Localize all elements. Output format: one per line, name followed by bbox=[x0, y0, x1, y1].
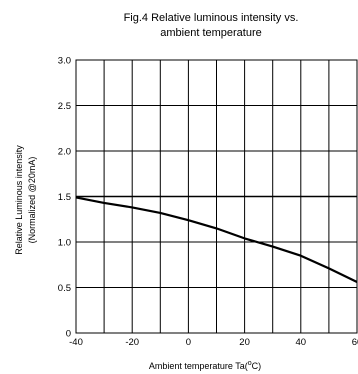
x-tick-label: -20 bbox=[125, 337, 139, 348]
y-axis-label-line2: (Normalized @20mA) bbox=[27, 157, 37, 244]
y-tick-labels: 0 0.5 1.0 1.5 2.0 2.5 3.0 bbox=[58, 56, 71, 340]
series-group bbox=[75, 196, 358, 283]
x-tick-label: 40 bbox=[296, 337, 307, 348]
x-tick-labels: -40 -20 0 20 40 60 bbox=[69, 337, 358, 348]
y-tick-label: 0 bbox=[66, 329, 71, 340]
plot-frame bbox=[75, 59, 358, 334]
y-tick-label: 1.0 bbox=[58, 238, 71, 249]
y-tick-label: 2.5 bbox=[58, 101, 71, 112]
x-axis-label-unit: o bbox=[248, 360, 252, 367]
chart-title-line2: ambient temperature bbox=[160, 27, 262, 39]
x-axis-label: Ambient temperature Ta(oC) bbox=[149, 360, 261, 371]
chart-title-line1: Fig.4 Relative luminous intensity vs. bbox=[124, 12, 299, 24]
x-tick-label: 0 bbox=[186, 337, 191, 348]
y-tick-label: 3.0 bbox=[58, 56, 71, 67]
x-tick-label: 20 bbox=[239, 337, 250, 348]
x-axis-label-suffix: C) bbox=[252, 361, 262, 371]
x-tick-label: 60 bbox=[352, 337, 358, 348]
y-tick-label: 0.5 bbox=[58, 283, 71, 294]
y-tick-label: 2.0 bbox=[58, 147, 71, 158]
y-axis-label-line1: Relative Luminous intensity bbox=[14, 145, 24, 255]
y-tick-label: 1.5 bbox=[58, 192, 71, 203]
x-tick-label: -40 bbox=[69, 337, 83, 348]
series-line bbox=[75, 196, 358, 283]
